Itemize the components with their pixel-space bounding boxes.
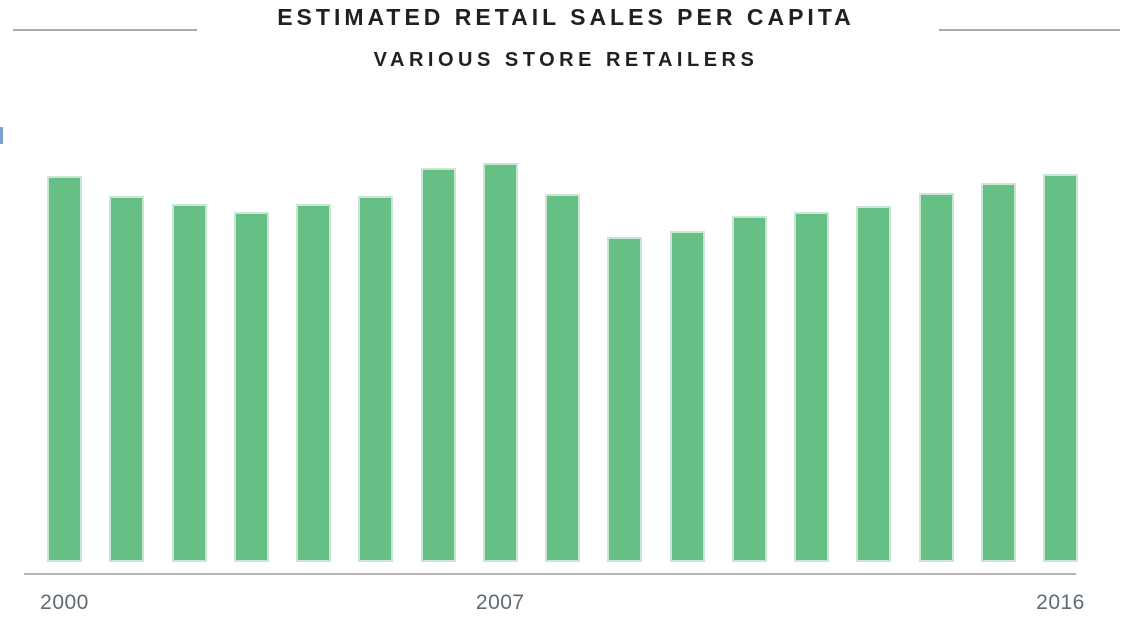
bar-2012 — [794, 212, 829, 562]
x-tick-2000: 2000 — [40, 591, 89, 614]
bar-2003 — [233, 212, 269, 562]
bar-2006 — [420, 168, 456, 562]
clipped-blue-fragment — [0, 127, 3, 144]
title-rule-left — [13, 29, 197, 31]
bar-2015 — [980, 183, 1016, 562]
chart-subtitle: VARIOUS STORE RETAILERS — [373, 49, 759, 71]
bar-2002 — [171, 204, 207, 562]
x-axis-line — [24, 573, 1076, 575]
bar-2004 — [296, 204, 331, 562]
chart-title: ESTIMATED RETAIL SALES PER CAPITA — [277, 4, 855, 30]
bar-2007 — [482, 163, 518, 562]
bar-2008 — [545, 194, 580, 562]
bar-2001 — [109, 196, 145, 562]
bar-2011 — [731, 216, 767, 562]
bar-2005 — [358, 196, 394, 562]
bar-2013 — [856, 206, 892, 562]
bar-2016 — [1043, 174, 1078, 562]
bar-2010 — [669, 231, 705, 562]
x-tick-2016: 2016 — [1036, 591, 1085, 614]
bar-2009 — [607, 237, 643, 562]
bar-2000 — [47, 176, 82, 562]
x-tick-2007: 2007 — [475, 591, 525, 614]
bar-2014 — [918, 193, 954, 562]
title-rule-right — [939, 29, 1120, 31]
